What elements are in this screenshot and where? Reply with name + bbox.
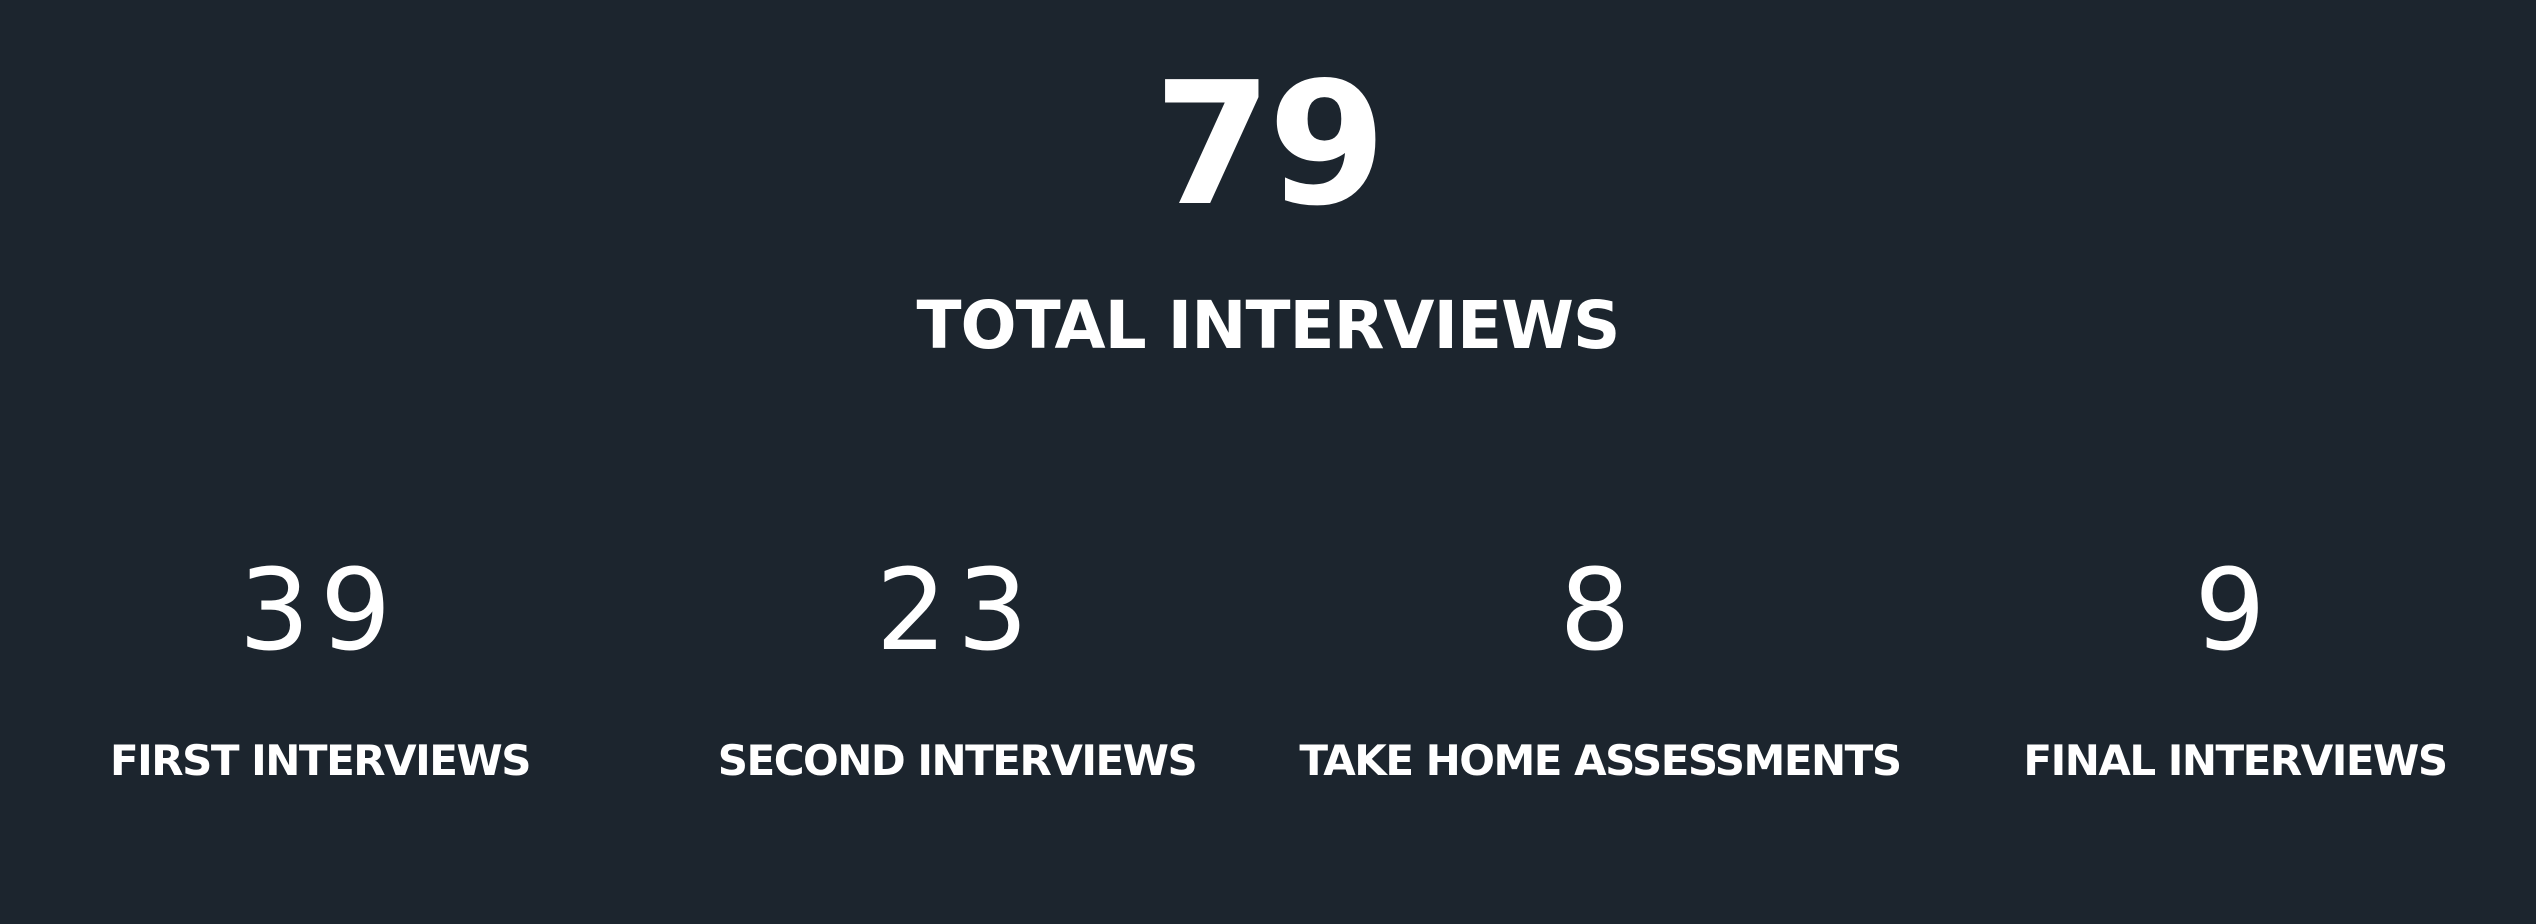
stat-value: 9: [2194, 546, 2276, 676]
stat-label: FINAL INTERVIEWS: [2023, 736, 2448, 785]
total-interviews-label: TOTAL INTERVIEWS: [916, 287, 1621, 364]
stat-value: 39: [238, 546, 402, 676]
stat-value: 23: [875, 546, 1039, 676]
stat-label: FIRST INTERVIEWS: [109, 736, 532, 785]
stat-label: TAKE HOME ASSESSMENTS: [1299, 736, 1902, 785]
stat-value: 8: [1559, 546, 1641, 676]
stat-label: SECOND INTERVIEWS: [717, 736, 1198, 785]
total-interviews-count: 79: [1153, 46, 1387, 244]
